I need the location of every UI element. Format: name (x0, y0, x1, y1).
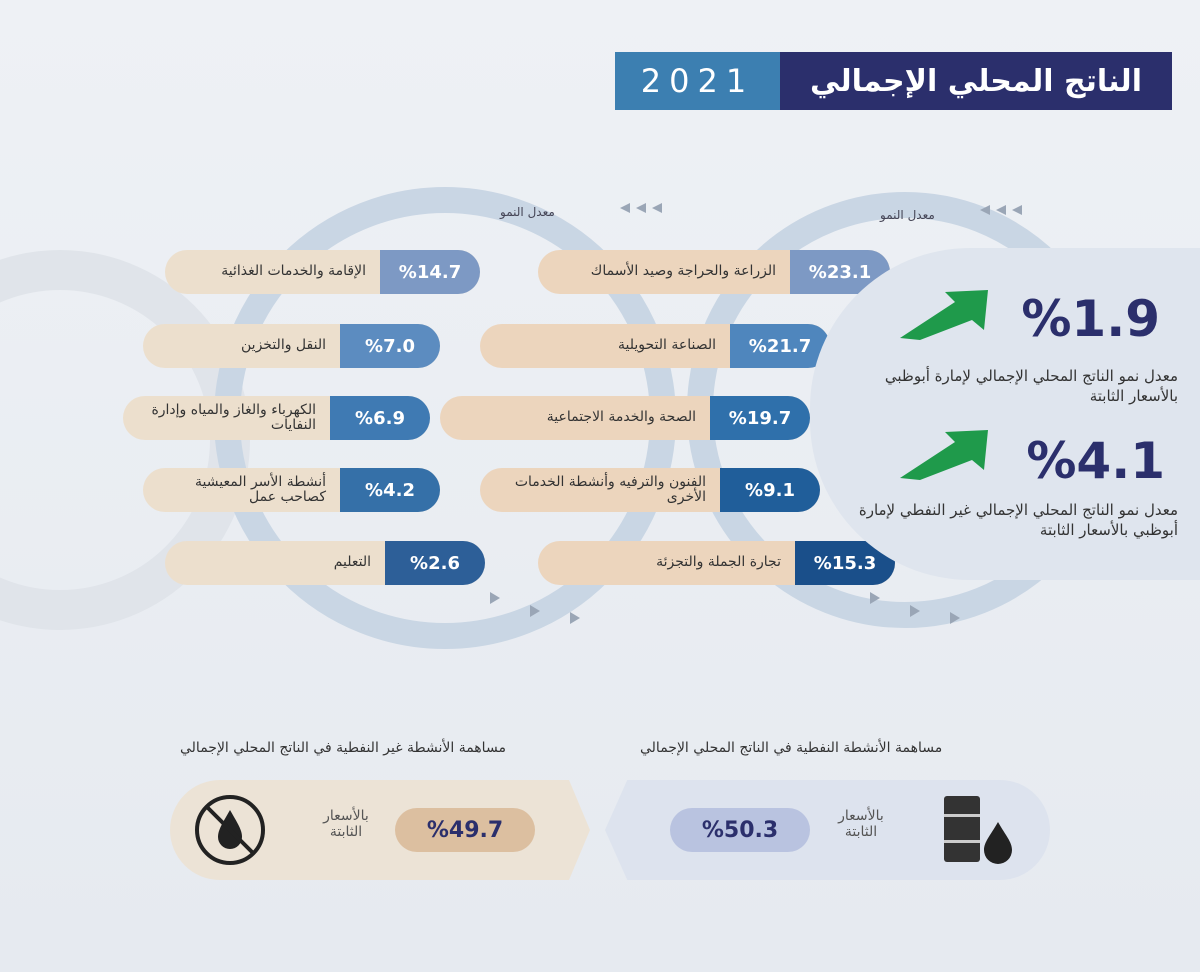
sector-label: الإقامة والخدمات الغذائية (221, 263, 366, 280)
sector-value: %14.7 (380, 250, 480, 294)
arrow-up-right-icon (900, 430, 988, 480)
year-label: 2021 (615, 52, 780, 110)
sector-value: %15.3 (795, 541, 895, 585)
sector-label: أنشطة الأسر المعيشية كصاحب عمل (195, 473, 326, 505)
sector-value: %23.1 (790, 250, 890, 294)
sector-label: تجارة الجملة والتجزئة (656, 554, 781, 571)
ring-arrows-icon (490, 203, 1022, 624)
non-oil-caption: مساهمة الأنشطة غير النفطية في الناتج الم… (180, 740, 506, 756)
sector-row: %9.1 الفنون والترفيه وأنشطة الخدمات الأخر… (480, 468, 820, 512)
gdp-growth-value: %1.9 (1021, 290, 1160, 348)
sector-row: %15.3 تجارة الجملة والتجزئة (538, 541, 895, 585)
oil-barrel-icon (944, 796, 1012, 864)
oil-value: %50.3 (670, 808, 810, 852)
sector-label: النقل والتخزين (241, 337, 326, 354)
non-oil-growth-label: معدل نمو الناتج المحلي الإجمالي غير النف… (858, 501, 1178, 540)
sector-row: %19.7 الصحة والخدمة الاجتماعية (440, 396, 810, 440)
sector-label: الكهرباء والغاز والمياه وإدارة النفايات (151, 401, 316, 433)
sector-value: %9.1 (720, 468, 820, 512)
sector-label: الفنون والترفيه وأنشطة الخدمات الأخرى (514, 473, 706, 505)
growth-rate-label-right: معدل النمو (880, 208, 935, 222)
sector-label: الزراعة والحراجة وصيد الأسماك (590, 263, 776, 280)
growth-rate-label-left: معدل النمو (500, 205, 555, 219)
sector-row: %2.6 التعليم (165, 541, 485, 585)
sector-value: %6.9 (330, 396, 430, 440)
non-oil-value: %49.7 (395, 808, 535, 852)
sector-value: %19.7 (710, 396, 810, 440)
sector-value: %4.2 (340, 468, 440, 512)
sector-label: الصحة والخدمة الاجتماعية (546, 409, 696, 426)
sector-row: %7.0 النقل والتخزين (143, 324, 440, 368)
sector-value: %2.6 (385, 541, 485, 585)
sector-row: %21.7 الصناعة التحويلية (480, 324, 830, 368)
oil-caption: مساهمة الأنشطة النفطية في الناتج المحلي … (640, 740, 943, 756)
sector-label: التعليم (333, 554, 371, 571)
oil-price-label: بالأسعار الثابتة (838, 808, 884, 840)
sector-row: %23.1 الزراعة والحراجة وصيد الأسماك (538, 250, 890, 294)
sector-row: %4.2 أنشطة الأسر المعيشية كصاحب عمل (143, 468, 440, 512)
non-oil-growth-value: %4.1 (1026, 432, 1165, 490)
non-oil-contribution-card: %49.7 بالأسعار الثابتة (170, 780, 590, 880)
non-oil-price-label: بالأسعار الثابتة (323, 808, 369, 840)
oil-contribution-card: %50.3 بالأسعار الثابتة (605, 780, 1050, 880)
sector-value: %21.7 (730, 324, 830, 368)
sector-label: الصناعة التحويلية (617, 337, 716, 354)
arrow-up-right-icon (900, 290, 988, 340)
summary-panel: %1.9 معدل نمو الناتج المحلي الإجمالي لإم… (810, 248, 1200, 580)
sector-row: %6.9 الكهرباء والغاز والمياه وإدارة النفا… (123, 396, 430, 440)
no-oil-drop-icon (195, 795, 265, 865)
gdp-growth-label: معدل نمو الناتج المحلي الإجمالي لإمارة أ… (884, 367, 1178, 406)
sector-row: %14.7 الإقامة والخدمات الغذائية (165, 250, 480, 294)
sector-value: %7.0 (340, 324, 440, 368)
page-title: الناتج المحلي الإجمالي (780, 52, 1172, 110)
